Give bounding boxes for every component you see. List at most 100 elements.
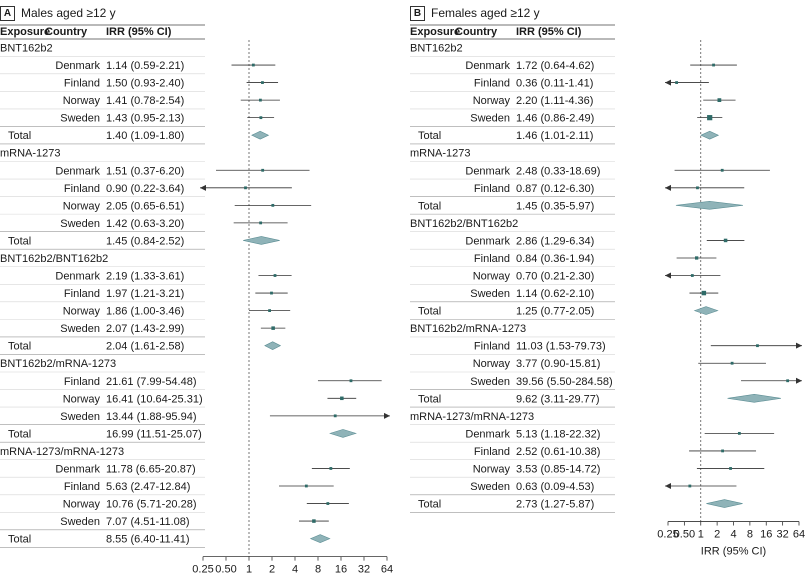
b-total-irr-label: 1.25 (0.77-2.05) (516, 306, 594, 318)
b-point-estimate (707, 115, 713, 121)
a-group-label: mRNA-1273 (0, 148, 61, 160)
a-point-estimate (312, 519, 316, 523)
a-x-tick-label: 0.50 (215, 564, 236, 576)
b-country-label: Denmark (465, 235, 510, 247)
a-point-estimate (259, 116, 263, 120)
b-total-irr-label: 1.46 (1.01-2.11) (516, 130, 593, 142)
panel-a-title: A Males aged ≥12 y (0, 4, 116, 22)
a-point-estimate (251, 63, 255, 67)
b-country-label: Finland (474, 253, 510, 265)
panel-a-letter: A (0, 5, 15, 21)
a-total-diamond (251, 130, 270, 140)
b-point-estimate (694, 256, 699, 260)
a-point-estimate (333, 414, 337, 418)
b-x-tick-label: 16 (760, 529, 772, 541)
b-irr-label: 0.36 (0.11-1.41) (516, 78, 593, 90)
a-point-estimate (261, 81, 264, 84)
a-total-label: Total (8, 428, 31, 440)
b-country-label: Sweden (470, 288, 510, 300)
b-ci-arrow-left (665, 483, 671, 489)
a-point-estimate (268, 309, 271, 312)
a-point-estimate (340, 396, 344, 401)
a-irr-label: 7.07 (4.51-11.08) (106, 516, 190, 528)
b-ci-arrow-right (796, 342, 802, 349)
a-group-label: BNT162b2/BNT162b2 (0, 253, 108, 265)
a-header-irr: IRR (95% CI) (106, 26, 172, 38)
a-x-tick-label: 8 (315, 564, 321, 576)
a-point-estimate (329, 467, 333, 470)
panel-b-title-text: Females aged ≥12 y (431, 6, 540, 20)
a-x-tick-label: 2 (269, 564, 275, 576)
b-group-label: BNT162b2/mRNA-1273 (410, 323, 526, 335)
a-point-estimate (271, 326, 275, 330)
a-irr-label: 11.78 (6.65-20.87) (106, 463, 196, 475)
b-point-estimate (675, 81, 679, 84)
a-point-estimate (270, 291, 273, 295)
a-country-label: Denmark (55, 271, 100, 283)
b-irr-label: 2.48 (0.33-18.69) (516, 165, 600, 177)
b-point-estimate (717, 98, 722, 102)
b-total-label: Total (418, 306, 441, 318)
a-irr-label: 1.50 (0.93-2.40) (106, 78, 184, 90)
b-point-estimate (737, 431, 741, 435)
b-country-label: Finland (474, 183, 510, 195)
a-country-label: Sweden (60, 113, 100, 125)
b-irr-label: 3.77 (0.90-15.81) (516, 358, 600, 370)
a-total-irr-label: 1.45 (0.84-2.52) (106, 235, 184, 247)
a-x-tick-label: 0.25 (192, 564, 213, 576)
a-irr-label: 1.14 (0.59-2.21) (106, 60, 184, 72)
b-irr-label: 1.46 (0.86-2.49) (516, 113, 594, 125)
b-x-axis-title: IRR (95% CI) (701, 546, 766, 558)
b-point-estimate (712, 63, 715, 67)
b-irr-label: 0.70 (0.21-2.30) (516, 271, 594, 283)
b-x-tick-label: 0.25 (657, 529, 678, 541)
b-point-estimate (786, 379, 790, 383)
b-total-irr-label: 2.73 (1.27-5.87) (516, 499, 594, 511)
b-irr-label: 2.20 (1.11-4.36) (516, 95, 593, 107)
a-irr-label: 2.07 (1.43-2.99) (106, 323, 184, 335)
b-irr-label: 2.86 (1.29-6.34) (516, 235, 594, 247)
b-group-label: BNT162b2 (410, 43, 463, 55)
a-total-irr-label: 1.40 (1.09-1.80) (106, 130, 184, 142)
b-total-label: Total (418, 499, 441, 511)
a-header-exposure: Exposure (0, 26, 50, 38)
a-irr-label: 1.86 (1.00-3.46) (106, 306, 184, 318)
a-x-tick-label: 32 (358, 564, 370, 576)
b-point-estimate (690, 274, 694, 277)
b-ci-arrow-left (665, 272, 671, 279)
a-country-label: Finland (64, 78, 100, 90)
b-country-label: Denmark (465, 165, 510, 177)
a-point-estimate (244, 186, 247, 190)
a-country-label: Norway (63, 306, 101, 318)
panel-a-title-text: Males aged ≥12 y (21, 6, 116, 20)
a-total-label: Total (8, 130, 31, 142)
a-header-country: Country (45, 26, 88, 38)
a-group-label: BNT162b2 (0, 43, 53, 55)
b-total-label: Total (418, 200, 441, 212)
b-group-label: BNT162b2/BNT162b2 (410, 218, 518, 230)
b-country-label: Norway (473, 95, 511, 107)
a-ci-arrow-left (200, 184, 206, 191)
a-country-label: Finland (64, 288, 100, 300)
a-irr-label: 10.76 (5.71-20.28) (106, 499, 197, 511)
panel-b-females: B Females aged ≥12 y Exposure Country IRR … (410, 0, 810, 580)
a-total-diamond (329, 429, 357, 438)
b-irr-label: 1.72 (0.64-4.62) (516, 60, 594, 72)
a-irr-label: 1.43 (0.95-2.13) (106, 113, 184, 125)
b-irr-label: 11.03 (1.53-79.73) (516, 341, 606, 353)
b-country-label: Denmark (465, 428, 510, 440)
b-point-estimate (696, 186, 699, 190)
a-country-label: Finland (64, 183, 100, 195)
b-country-label: Sweden (470, 113, 510, 125)
b-country-label: Denmark (465, 60, 510, 72)
b-x-tick-label: 0.50 (674, 529, 695, 541)
a-total-diamond (309, 534, 331, 543)
b-ci-arrow-left (665, 184, 671, 191)
b-irr-label: 2.52 (0.61-10.38) (516, 446, 600, 458)
b-point-estimate (688, 484, 692, 488)
a-country-label: Sweden (60, 218, 100, 230)
b-total-diamond (700, 130, 720, 140)
b-x-tick-label: 8 (747, 529, 753, 541)
b-group-label: mRNA-1273 (410, 148, 471, 160)
a-x-tick-label: 4 (292, 564, 298, 576)
